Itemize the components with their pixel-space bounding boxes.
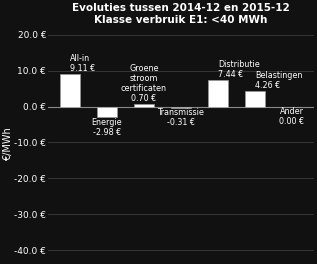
Text: Groene
stroom
certificaten
0.70 €: Groene stroom certificaten 0.70 €: [121, 64, 167, 103]
Bar: [60, 74, 80, 106]
Text: Ander
0.00 €: Ander 0.00 €: [280, 107, 305, 126]
Text: All-in
9.11 €: All-in 9.11 €: [70, 54, 95, 73]
Y-axis label: €/MWh: €/MWh: [3, 128, 13, 161]
Text: Belastingen
4.26 €: Belastingen 4.26 €: [255, 71, 302, 91]
Text: Energie
-2.98 €: Energie -2.98 €: [92, 118, 122, 137]
Text: Distributie
7.44 €: Distributie 7.44 €: [218, 60, 260, 79]
Bar: [134, 104, 154, 106]
Bar: [245, 91, 265, 106]
Bar: [171, 106, 191, 108]
Title: Evoluties tussen 2014-12 en 2015-12
Klasse verbruik E1: <40 MWh: Evoluties tussen 2014-12 en 2015-12 Klas…: [72, 3, 290, 25]
Text: Transmissie
-0.31 €: Transmissie -0.31 €: [158, 108, 204, 128]
Bar: [97, 106, 117, 117]
Bar: [208, 80, 228, 106]
